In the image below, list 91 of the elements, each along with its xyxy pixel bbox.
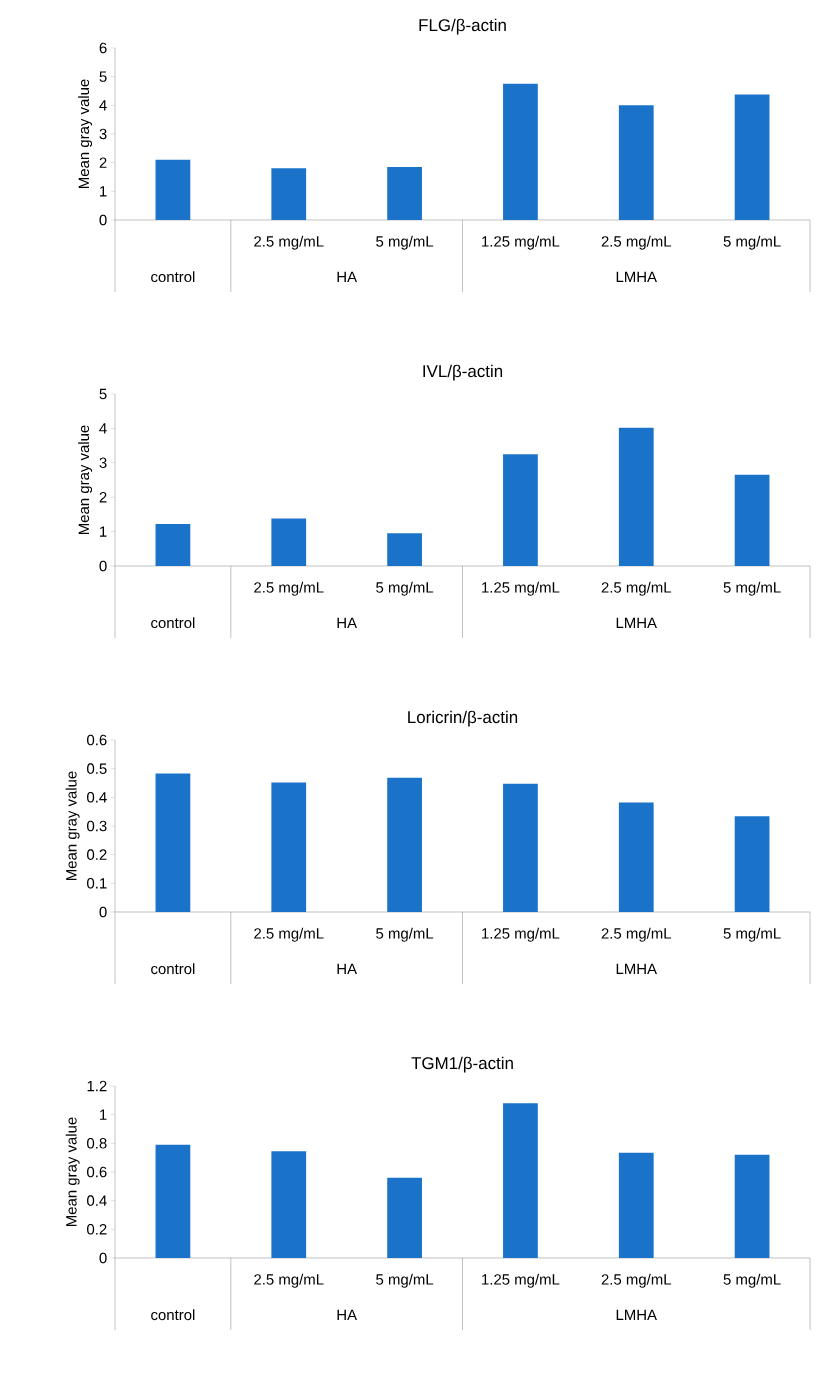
- bar: [387, 777, 422, 912]
- y-tick-label: 4: [99, 100, 107, 111]
- y-tick-label: 2: [99, 491, 107, 503]
- bar: [503, 83, 538, 220]
- y-tick-label: 4: [99, 423, 107, 434]
- text: control: [151, 1309, 195, 1321]
- bar: [618, 105, 654, 220]
- y-tick-label: 0: [99, 214, 107, 226]
- bar: [155, 524, 191, 566]
- x-tick-label: 2.5 mg/mL: [601, 235, 672, 250]
- y-tick-label: 1.2: [87, 1080, 107, 1092]
- x-tick-label: 2.5 mg/mL: [601, 581, 672, 596]
- text: control: [151, 617, 195, 629]
- x-tick-label: 2.5 mg/mL: [601, 927, 672, 942]
- y-tick-label: 5: [99, 71, 107, 82]
- y-axis-title: Mean gray value: [78, 79, 93, 188]
- x-tick-label: 2.5 mg/mL: [254, 581, 324, 596]
- x-tick-label: 5 mg/mL: [723, 235, 781, 250]
- text: LMHA: [616, 963, 657, 974]
- y-tick-label: 0.2: [87, 1224, 107, 1235]
- y-tick-label: 3: [99, 128, 107, 140]
- x-tick-label: 2.5 mg/mL: [254, 1273, 324, 1288]
- bar: [734, 474, 770, 566]
- bar: [155, 1144, 191, 1258]
- text: LMHA: [616, 271, 657, 282]
- bar: [155, 159, 191, 220]
- x-tick-label: 1.25 mg/mL: [482, 581, 560, 596]
- y-tick-label: 1: [100, 1109, 107, 1120]
- bar: [503, 454, 538, 566]
- chart-title: IVL/β-actin: [423, 364, 503, 381]
- bar: [618, 427, 654, 566]
- chart-title: Loricrin/β-actin: [408, 710, 518, 727]
- y-tick-label: 0.2: [87, 849, 107, 860]
- text: LMHA: [616, 1309, 657, 1320]
- y-tick-label: 0.4: [87, 1195, 107, 1206]
- bar: [271, 782, 307, 912]
- x-tick-label: 5 mg/mL: [376, 927, 434, 942]
- y-tick-label: 0.3: [87, 820, 107, 832]
- text: HA: [337, 271, 358, 282]
- bar: [734, 94, 770, 220]
- y-axis-title: Mean gray value: [65, 771, 80, 881]
- x-tick-label: 5 mg/mL: [723, 927, 781, 942]
- y-tick-label: 0: [99, 1252, 107, 1264]
- y-tick-label: 0.5: [87, 763, 107, 774]
- y-tick-label: 1: [100, 526, 107, 537]
- y-tick-label: 6: [99, 42, 107, 54]
- bar: [734, 1154, 770, 1258]
- y-tick-label: 3: [99, 457, 107, 469]
- bar: [155, 773, 191, 912]
- x-tick-label: 1.25 mg/mL: [482, 927, 560, 942]
- text: LMHA: [616, 617, 657, 628]
- y-tick-label: 1: [100, 186, 107, 197]
- x-tick-label: 5 mg/mL: [376, 235, 434, 250]
- bar: [271, 518, 307, 566]
- y-tick-label: 0: [99, 906, 107, 918]
- x-tick-label: 5 mg/mL: [723, 1273, 781, 1288]
- y-tick-label: 0.6: [87, 1166, 107, 1178]
- text: control: [151, 963, 195, 975]
- x-tick-label: 1.25 mg/mL: [482, 1273, 560, 1288]
- bar: [387, 533, 422, 566]
- y-axis-title: Mean gray value: [78, 425, 93, 534]
- y-axis-title: Mean gray value: [65, 1117, 80, 1227]
- y-tick-label: 0.1: [87, 878, 107, 889]
- bar: [271, 1151, 307, 1258]
- text: HA: [337, 963, 358, 974]
- bar: [387, 166, 422, 220]
- x-tick-label: 5 mg/mL: [376, 581, 434, 596]
- x-tick-label: 2.5 mg/mL: [254, 927, 324, 942]
- y-tick-label: 0.8: [87, 1138, 107, 1149]
- bar: [387, 1177, 422, 1258]
- bar: [271, 168, 307, 220]
- bar: [503, 1103, 538, 1258]
- x-tick-label: 5 mg/mL: [723, 581, 781, 596]
- bar: [503, 783, 538, 912]
- text: HA: [337, 1309, 358, 1320]
- x-tick-label: 2.5 mg/mL: [601, 1273, 672, 1288]
- y-tick-label: 0: [99, 560, 107, 572]
- chart-title: TGM1/β-actin: [411, 1056, 513, 1073]
- bar: [618, 802, 654, 912]
- y-tick-label: 0.6: [87, 734, 107, 746]
- bar: [618, 1152, 654, 1258]
- bar: [734, 816, 770, 912]
- x-tick-label: 5 mg/mL: [376, 1273, 434, 1288]
- x-tick-label: 2.5 mg/mL: [254, 235, 324, 250]
- y-tick-label: 0.4: [87, 792, 107, 803]
- y-tick-label: 2: [99, 157, 107, 168]
- chart-title: FLG/β-actin: [419, 18, 506, 35]
- y-tick-label: 5: [99, 388, 107, 400]
- text: control: [151, 271, 195, 283]
- x-tick-label: 1.25 mg/mL: [482, 235, 560, 250]
- text: HA: [337, 617, 358, 628]
